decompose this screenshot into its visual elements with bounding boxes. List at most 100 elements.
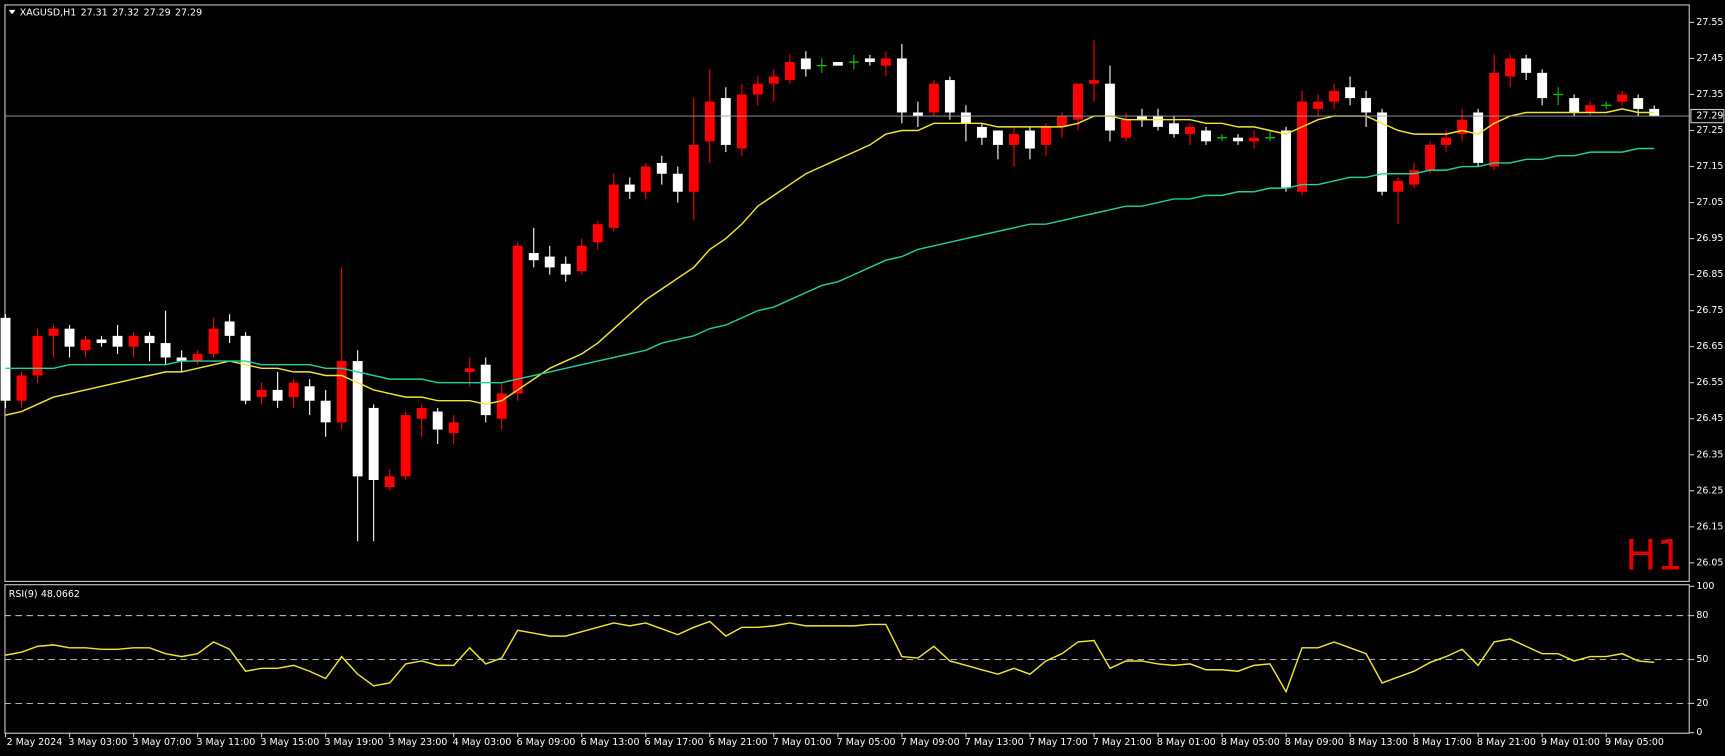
candle-body	[864, 58, 875, 63]
x-tick-label: 7 May 21:00	[1093, 737, 1152, 748]
candle-body	[1393, 180, 1404, 192]
x-tick-label: 4 May 03:00	[453, 737, 512, 748]
candle-body	[336, 361, 347, 423]
candle-body	[1313, 101, 1324, 109]
candle-body	[992, 130, 1003, 145]
candle-body	[192, 353, 203, 362]
candle-body	[48, 328, 59, 336]
x-tick-label: 6 May 17:00	[645, 737, 704, 748]
candle-body	[1473, 112, 1484, 163]
candle-body	[1409, 170, 1420, 185]
candle-body	[80, 339, 91, 351]
candle-body	[784, 62, 795, 81]
candle-body	[0, 317, 11, 401]
x-tick-label: 3 May 03:00	[68, 737, 127, 748]
candle-body	[832, 62, 843, 66]
moving-average-line	[5, 108, 1655, 416]
candle-body	[960, 112, 971, 124]
candle-body	[608, 184, 619, 228]
candle-body	[96, 339, 107, 344]
symbol: XAGUSD,H1	[20, 7, 76, 18]
header-menu-icon[interactable]	[8, 9, 16, 15]
rsi-tick-label: 0	[1696, 727, 1702, 738]
y-tick-label: 27.45	[1696, 53, 1723, 64]
rsi-tick-label: 20	[1696, 698, 1708, 709]
candle-body	[1169, 123, 1179, 135]
candle-body	[672, 173, 683, 192]
candle-body	[256, 389, 267, 398]
x-tick-label: 8 May 05:00	[1221, 737, 1280, 748]
y-tick-label: 26.55	[1696, 377, 1723, 388]
x-tick-label: 7 May 13:00	[965, 737, 1024, 748]
candle-body	[688, 144, 699, 192]
candle-body	[144, 335, 155, 344]
y-tick-label: 26.95	[1696, 233, 1723, 244]
candle-body	[1633, 98, 1644, 109]
timeframe-label: H1	[1625, 530, 1683, 579]
x-tick-label: 9 May 01:00	[1541, 737, 1600, 748]
candle-body	[160, 343, 171, 358]
candle-body	[528, 252, 539, 261]
x-tick-label: 8 May 13:00	[1349, 737, 1408, 748]
current-price-label: 27.29	[1696, 111, 1723, 122]
candle-body	[800, 58, 811, 70]
candle-body	[544, 256, 555, 268]
x-tick-label: 3 May 07:00	[132, 737, 191, 748]
rsi-name: RSI(9)	[9, 589, 38, 600]
candle-body	[1185, 126, 1195, 135]
candle-body	[64, 328, 75, 347]
header-low: 27.29	[144, 7, 171, 18]
candle-body	[272, 389, 283, 401]
candle-body	[928, 83, 939, 113]
candle-body	[1585, 105, 1596, 113]
x-tick-label: 2 May 2024	[7, 737, 63, 748]
y-tick-label: 27.15	[1696, 161, 1723, 172]
candle-body	[1569, 98, 1580, 113]
candle-body	[1105, 83, 1115, 131]
header: XAGUSD,H1 27.31 27.32 27.29 27.29	[20, 7, 202, 18]
rsi-line	[5, 620, 1655, 694]
candle-body	[720, 98, 731, 145]
y-tick-label: 26.05	[1696, 557, 1723, 568]
candle-body	[736, 94, 747, 149]
candle-body	[480, 364, 491, 416]
candle-body	[624, 184, 635, 192]
header-high: 27.32	[112, 7, 139, 18]
x-tick-label: 6 May 21:00	[709, 737, 768, 748]
x-tick-label: 9 May 05:00	[1605, 737, 1664, 748]
moving-average-line	[5, 147, 1655, 384]
y-tick-label: 27.25	[1696, 125, 1723, 136]
y-tick-label: 27.05	[1696, 197, 1723, 208]
candle-body	[944, 80, 955, 113]
x-tick-label: 3 May 23:00	[389, 737, 448, 748]
candles	[0, 40, 1660, 542]
header-open: 27.31	[81, 7, 108, 18]
price-panel-frame	[4, 4, 1690, 582]
candle-body	[496, 393, 507, 419]
x-tick-label: 3 May 15:00	[261, 737, 320, 748]
candle-body	[1361, 98, 1372, 113]
candle-body	[1489, 72, 1500, 167]
rsi-tick-label: 100	[1696, 581, 1714, 592]
candle-body	[896, 58, 907, 113]
candle-body	[1425, 144, 1436, 171]
candle-body	[1153, 116, 1163, 127]
candle-body	[1040, 126, 1051, 145]
candle-body	[1057, 116, 1067, 127]
candle-body	[1137, 116, 1147, 120]
candle-body	[1329, 90, 1340, 102]
candle-body	[768, 76, 779, 84]
candle-body	[320, 400, 331, 423]
x-tick-label: 8 May 01:00	[1157, 737, 1216, 748]
x-tick-label: 7 May 01:00	[773, 737, 832, 748]
candle-body	[1024, 130, 1035, 149]
candle-body	[576, 245, 587, 272]
x-tick-label: 6 May 09:00	[517, 737, 576, 748]
y-tick-label: 27.55	[1696, 17, 1723, 28]
candle-body	[1073, 83, 1083, 120]
x-tick-label: 7 May 17:00	[1029, 737, 1088, 748]
candle-body	[1201, 130, 1211, 142]
y-tick-label: 26.75	[1696, 305, 1723, 316]
y-tick-label: 27.35	[1696, 89, 1723, 100]
